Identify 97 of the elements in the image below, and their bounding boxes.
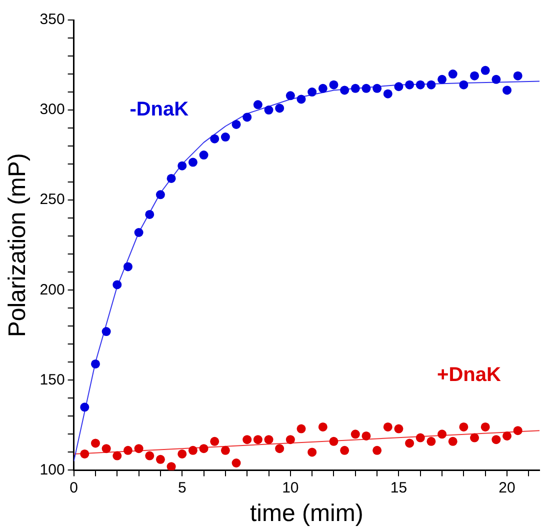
y-tick-label: 150 <box>40 371 65 388</box>
point <box>383 422 392 432</box>
point <box>156 190 165 200</box>
point <box>145 451 154 460</box>
point <box>492 74 501 84</box>
point <box>134 228 144 237</box>
y-tick-label: 100 <box>40 461 65 478</box>
point <box>80 449 90 458</box>
point <box>145 210 154 219</box>
point <box>90 359 100 368</box>
point <box>416 80 425 90</box>
point <box>492 435 501 444</box>
point <box>112 451 122 460</box>
point <box>90 438 100 448</box>
y-tick-label: 300 <box>40 101 65 118</box>
point <box>166 174 176 183</box>
point <box>220 446 230 455</box>
point <box>448 436 458 446</box>
x-tick-label: 10 <box>282 479 299 496</box>
point <box>394 82 404 92</box>
point <box>438 430 447 439</box>
point <box>112 280 122 290</box>
point <box>275 104 284 113</box>
point <box>210 134 220 144</box>
point <box>123 262 132 272</box>
point <box>426 80 436 90</box>
point <box>102 327 111 336</box>
point <box>80 402 90 412</box>
x-tick-label: 20 <box>498 479 516 496</box>
y-axis-title: Polarization (mP) <box>4 153 32 338</box>
point <box>166 462 176 470</box>
point <box>459 80 468 90</box>
point <box>188 446 198 455</box>
point <box>308 448 317 457</box>
point <box>318 422 328 432</box>
point <box>264 106 274 115</box>
point <box>372 84 382 93</box>
point <box>394 424 404 434</box>
point <box>470 433 480 442</box>
point <box>329 80 338 90</box>
point <box>178 161 187 170</box>
point <box>220 132 230 142</box>
point <box>253 100 262 110</box>
x-axis-title: time (mim) <box>250 500 364 528</box>
point <box>199 150 208 160</box>
point <box>405 438 414 448</box>
point <box>178 449 187 458</box>
point <box>480 66 490 75</box>
point <box>362 84 371 93</box>
point <box>242 112 252 122</box>
point <box>123 446 132 455</box>
point <box>513 71 522 80</box>
point <box>156 454 165 464</box>
point <box>232 120 241 129</box>
point <box>372 446 382 455</box>
point <box>329 436 338 446</box>
x-tick-label: 5 <box>178 479 186 496</box>
point <box>350 430 360 439</box>
point <box>459 422 468 432</box>
series-label: +DnaK <box>437 364 502 386</box>
y-tick-label: 350 <box>40 11 65 28</box>
point <box>308 88 317 97</box>
point <box>340 446 350 455</box>
point <box>286 435 295 444</box>
point <box>383 89 392 98</box>
point <box>448 70 458 79</box>
point <box>188 158 198 167</box>
point <box>502 86 512 95</box>
point <box>275 444 284 454</box>
point <box>286 91 295 100</box>
point <box>416 433 425 442</box>
point <box>296 424 306 434</box>
point <box>480 422 490 432</box>
point <box>199 444 208 454</box>
point <box>102 444 111 454</box>
point <box>264 435 274 444</box>
point <box>405 80 414 90</box>
point <box>253 435 262 444</box>
point <box>502 431 512 440</box>
point <box>296 94 306 104</box>
point <box>232 458 241 468</box>
x-tick-label: 0 <box>70 479 78 496</box>
point <box>438 74 447 84</box>
point <box>513 426 522 436</box>
point <box>426 436 436 446</box>
y-tick-label: 250 <box>40 191 65 208</box>
point <box>470 71 480 80</box>
y-tick-label: 200 <box>40 281 65 298</box>
point <box>242 435 252 444</box>
point <box>350 84 360 93</box>
point <box>340 86 350 95</box>
series-label: -DnaK <box>130 98 190 121</box>
point <box>362 431 371 440</box>
x-tick-label: 15 <box>390 479 408 496</box>
point <box>318 84 328 93</box>
point <box>134 444 144 454</box>
point <box>210 436 220 446</box>
